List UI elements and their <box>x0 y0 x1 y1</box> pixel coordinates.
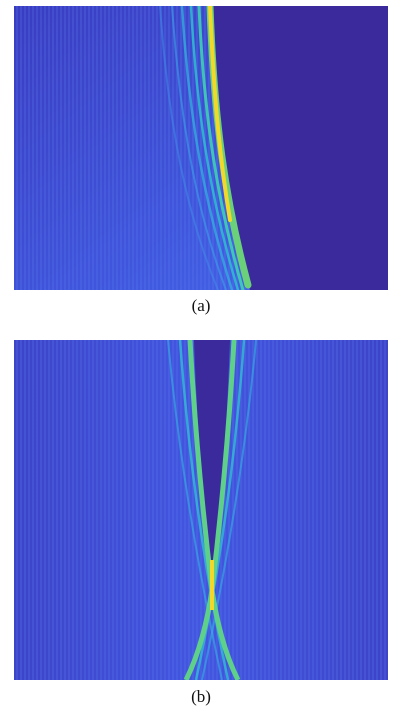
panel-a <box>14 6 388 290</box>
panel-label: (b) <box>191 687 211 706</box>
panel-label: (a) <box>192 296 211 315</box>
panel-b <box>14 340 388 680</box>
